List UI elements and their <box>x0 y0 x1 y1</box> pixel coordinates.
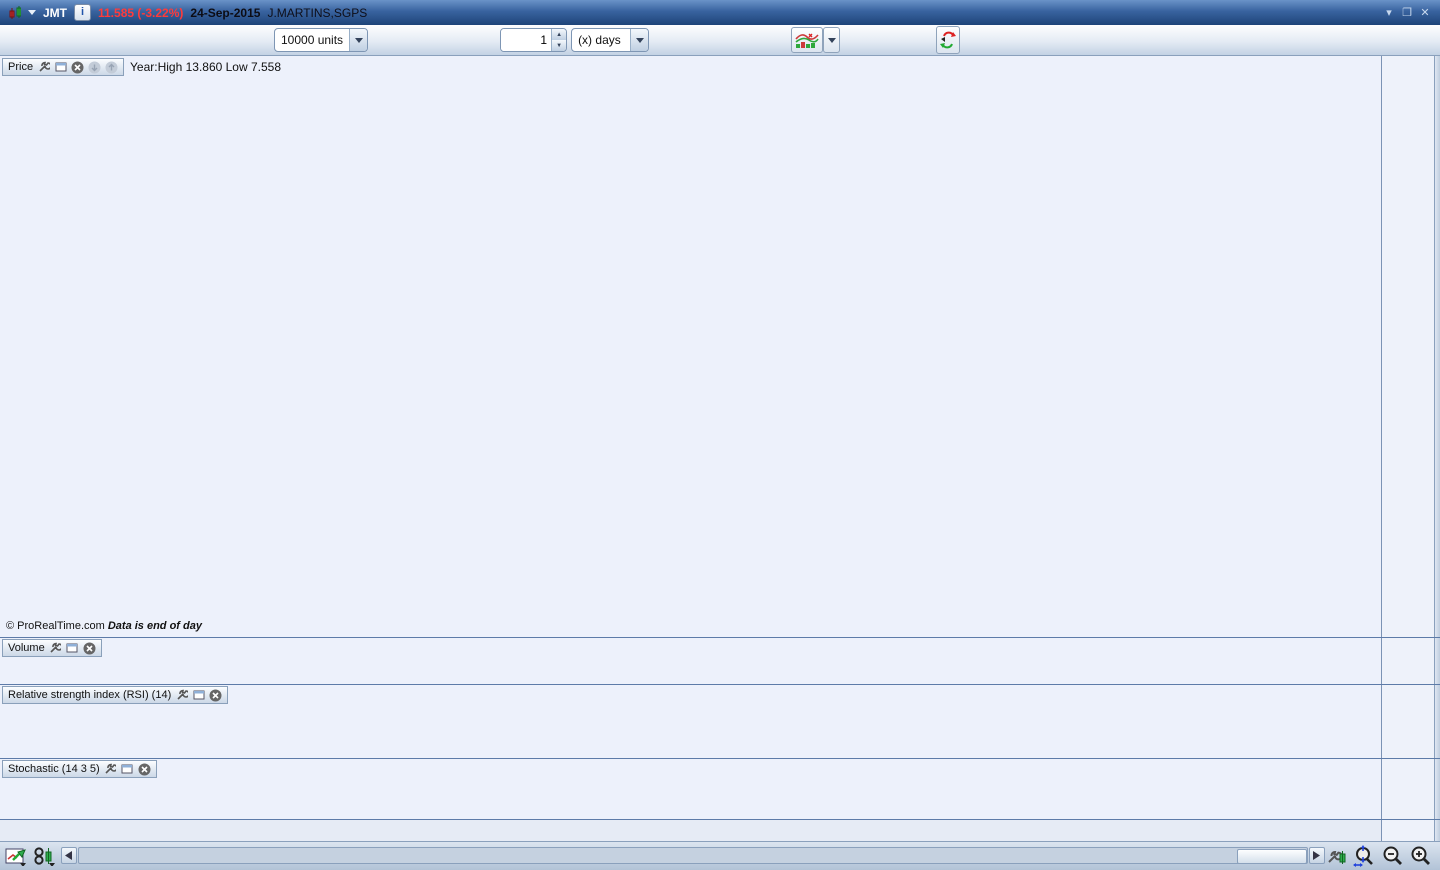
export-chart-button[interactable] <box>4 845 28 867</box>
scroll-right-button[interactable] <box>1309 847 1325 864</box>
price-axis[interactable] <box>1381 56 1435 841</box>
wrench-icon[interactable] <box>49 642 62 655</box>
close-pane-icon[interactable] <box>71 61 84 74</box>
time-scrollbar[interactable] <box>78 847 1308 864</box>
wrench-icon[interactable] <box>104 763 117 776</box>
stoch-pane-bg <box>0 759 1381 819</box>
drawing-toolbar: 10000 units ▲▼ (x) days <box>0 25 1440 56</box>
move-pane-down-icon[interactable] <box>88 61 101 74</box>
chart-style-dropdown-caret[interactable] <box>823 27 841 53</box>
close-pane-icon[interactable] <box>138 763 151 776</box>
compare-instrument-button[interactable] <box>32 845 56 867</box>
zoom-fit-button[interactable] <box>1352 845 1376 867</box>
chart-settings-button[interactable] <box>1325 845 1349 867</box>
wrench-icon[interactable] <box>37 61 50 74</box>
zoom-out-button[interactable] <box>1380 845 1404 867</box>
symbol-ticker[interactable]: JMT <box>43 5 67 20</box>
close-pane-icon[interactable] <box>83 642 96 655</box>
refresh-arrows-icon <box>940 31 957 49</box>
units-dropdown-caret[interactable] <box>349 29 368 51</box>
stepper-up-icon[interactable]: ▲ <box>552 29 567 40</box>
detach-window-icon[interactable] <box>54 61 67 74</box>
timeframe-dropdown-caret[interactable] <box>630 29 649 51</box>
timeframe-value: (x) days <box>578 33 621 47</box>
instrument-name: J.MARTINS,SGPS <box>267 5 368 20</box>
scroll-left-button[interactable] <box>61 847 77 864</box>
price-pane-bg <box>0 56 1381 637</box>
timeframe-dropdown[interactable]: (x) days <box>571 28 650 52</box>
pane-divider[interactable] <box>0 758 1440 759</box>
candlestick-symbol-icon <box>8 5 21 19</box>
rsi-pane-header: Relative strength index (RSI) (14) <box>2 686 229 704</box>
copyright-text: © ProRealTime.com <box>6 620 105 632</box>
stoch-pane-label: Stochastic (14 3 5) <box>8 763 100 775</box>
period-count-stepper[interactable]: ▲▼ <box>500 28 568 52</box>
stepper-down-icon[interactable]: ▼ <box>552 40 567 51</box>
price-pane-header: Price <box>2 58 125 76</box>
window-rollup-button[interactable]: ▾ <box>1386 7 1392 19</box>
units-dropdown[interactable]: 10000 units <box>274 28 369 52</box>
stoch-pane-header: Stochastic (14 3 5) <box>2 760 157 778</box>
last-price-change: 11.585 (-3.22%) <box>98 5 184 20</box>
volume-pane-label: Volume <box>8 642 45 654</box>
price-chart[interactable] <box>0 56 1381 637</box>
pane-divider <box>0 819 1440 820</box>
wrench-icon[interactable] <box>175 689 188 702</box>
time-axis[interactable] <box>0 819 1381 841</box>
title-bar: JMT i 11.585 (-3.22%) 24-Sep-2015 J.MART… <box>0 0 1440 25</box>
volume-pane-header: Volume <box>2 639 102 657</box>
zoom-in-button[interactable] <box>1408 845 1432 867</box>
detach-window-icon[interactable] <box>192 689 205 702</box>
chart-style-button[interactable] <box>791 27 824 53</box>
time-scrollbar-thumb[interactable] <box>1237 849 1307 864</box>
instrument-info-button[interactable]: i <box>74 4 91 21</box>
pane-divider[interactable] <box>0 637 1440 638</box>
rsi-pane-label: Relative strength index (RSI) (14) <box>8 689 172 701</box>
volume-pane-bg <box>0 638 1381 684</box>
detach-window-icon[interactable] <box>121 763 134 776</box>
symbol-dropdown-caret[interactable] <box>28 10 36 15</box>
price-pane-label: Price <box>8 61 34 73</box>
detach-window-icon[interactable] <box>66 642 79 655</box>
window-maximize-button[interactable]: ❐ <box>1402 7 1412 19</box>
volume-chart[interactable] <box>0 638 1381 684</box>
quote-date: 24-Sep-2015 <box>190 5 261 20</box>
refresh-data-button[interactable] <box>936 26 961 54</box>
stochastic-chart[interactable] <box>0 759 1381 819</box>
move-pane-up-icon[interactable] <box>105 61 118 74</box>
axis-edge-strip <box>1434 56 1440 841</box>
chart-style-icon <box>795 33 819 48</box>
period-count-input[interactable] <box>501 29 552 51</box>
pane-divider[interactable] <box>0 684 1440 685</box>
copyright-note: © ProRealTime.com Data is end of day <box>6 620 202 632</box>
units-value: 10000 units <box>281 33 344 47</box>
rsi-pane-bg <box>0 685 1381 758</box>
bottom-bar <box>0 841 1440 870</box>
year-high-low: Year:High 13.860 Low 7.558 <box>130 60 282 74</box>
window-close-button[interactable]: ✕ <box>1420 7 1430 19</box>
close-pane-icon[interactable] <box>209 689 222 702</box>
data-note-text: Data is end of day <box>107 620 202 632</box>
